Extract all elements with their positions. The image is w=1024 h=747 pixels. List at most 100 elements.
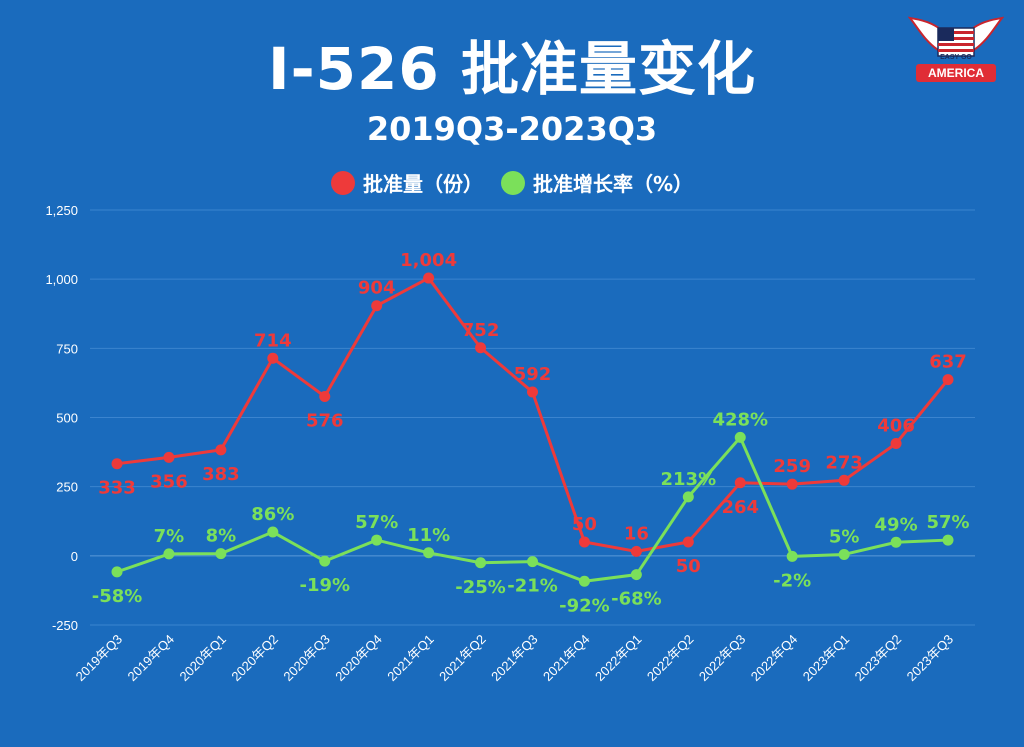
x-tick-label: 2022年Q4 <box>748 632 801 685</box>
growth-data-label: 7% <box>154 526 185 547</box>
brand-logo: EASY GO AMERICA <box>907 14 1005 84</box>
growth-data-label: -19% <box>299 575 350 596</box>
approvals-point <box>786 478 798 490</box>
approvals-data-label: 259 <box>773 456 811 477</box>
growth-point <box>682 491 694 503</box>
x-tick-label: 2020年Q4 <box>332 632 385 685</box>
y-tick-label: 250 <box>56 480 78 495</box>
x-tick-label: 2023年Q2 <box>852 632 905 685</box>
x-tick-label: 2020年Q2 <box>228 632 281 685</box>
approvals-point <box>527 386 538 398</box>
growth-data-label: 11% <box>407 525 450 546</box>
approvals-data-label: 637 <box>929 352 967 373</box>
approvals-point <box>630 545 642 557</box>
legend-growth-dot-icon <box>500 170 525 195</box>
approvals-data-label: 50 <box>572 514 597 535</box>
logo-text: AMERICA <box>916 64 996 82</box>
growth-point <box>423 547 435 559</box>
growth-data-label: 213% <box>661 469 717 490</box>
approvals-point <box>163 451 175 463</box>
growth-point <box>942 534 954 546</box>
chart-title: I-526 批准量变化 <box>268 35 756 103</box>
y-tick-label: 750 <box>56 341 78 356</box>
growth-data-label: -68% <box>611 589 662 610</box>
x-tick-label: 2023年Q3 <box>904 632 957 685</box>
growth-point <box>319 555 331 567</box>
x-tick-label: 2019年Q3 <box>73 632 126 685</box>
x-tick-label: 2022年Q1 <box>592 632 645 685</box>
approvals-data-label: 16 <box>624 523 649 544</box>
chart-subtitle: 2019Q3-2023Q3 <box>366 110 658 148</box>
approvals-point <box>423 272 435 284</box>
legend-approvals-label: 批准量（份） <box>362 172 483 196</box>
legend-approvals-dot-icon <box>330 170 355 195</box>
approvals-data-label: 273 <box>825 452 863 473</box>
growth-data-label: -2% <box>773 570 811 591</box>
y-tick-label: 500 <box>56 411 78 426</box>
approvals-point <box>734 477 746 489</box>
approvals-data-label: 904 <box>358 278 396 299</box>
growth-data-label: -58% <box>92 586 143 607</box>
growth-data-label: 86% <box>251 504 294 525</box>
approvals-point <box>682 536 694 548</box>
growth-point <box>475 557 487 569</box>
approvals-point <box>942 374 954 386</box>
approvals-data-label: 264 <box>721 497 759 518</box>
growth-data-label: 57% <box>355 512 398 533</box>
growth-data-label: -92% <box>559 595 610 616</box>
legend-growth-label: 批准增长率（%） <box>532 172 694 196</box>
approvals-data-label: 356 <box>150 471 188 492</box>
growth-data-label: 5% <box>829 526 860 547</box>
approvals-point <box>371 300 383 312</box>
legend-item-approvals[interactable]: 批准量（份） <box>330 168 483 197</box>
growth-data-label: 428% <box>712 409 768 430</box>
x-tick-label: 2022年Q3 <box>696 632 749 685</box>
y-tick-label: 1,000 <box>45 272 78 287</box>
approvals-point <box>111 458 123 470</box>
growth-data-label: 57% <box>926 512 969 533</box>
x-tick-label: 2019年Q4 <box>125 632 178 685</box>
approvals-point <box>578 536 590 548</box>
growth-data-label: 8% <box>206 526 237 547</box>
growth-point <box>786 550 798 562</box>
x-tick-label: 2020年Q3 <box>280 632 333 685</box>
growth-point <box>890 536 902 548</box>
legend: 批准量（份） 批准增长率（%） <box>0 168 1024 197</box>
growth-point <box>527 556 538 568</box>
growth-point <box>111 566 123 578</box>
approvals-point <box>475 342 487 354</box>
y-tick-label: 1,250 <box>45 203 78 218</box>
growth-point <box>734 431 746 443</box>
approvals-data-label: 406 <box>877 416 915 437</box>
x-tick-label: 2021年Q1 <box>384 632 437 685</box>
approvals-point <box>215 444 227 456</box>
x-tick-label: 2021年Q4 <box>540 632 593 685</box>
approvals-point <box>838 474 850 486</box>
x-tick-label: 2022年Q2 <box>644 632 697 685</box>
approvals-data-label: 592 <box>514 364 552 385</box>
growth-point <box>578 575 590 587</box>
logo-small-text: EASY GO <box>940 54 972 61</box>
approvals-point <box>890 438 902 450</box>
y-tick-label: 0 <box>71 549 78 564</box>
approvals-point <box>319 390 331 402</box>
growth-point <box>838 548 850 560</box>
x-tick-label: 2020年Q1 <box>176 632 229 685</box>
growth-data-label: -25% <box>455 577 506 598</box>
growth-point <box>267 526 279 538</box>
growth-point <box>163 548 175 560</box>
approvals-data-label: 714 <box>254 330 292 351</box>
eagle-wings-icon <box>907 16 1005 57</box>
y-tick-label: -250 <box>52 618 78 633</box>
growth-data-label: 49% <box>875 514 918 535</box>
approvals-data-label: 1,004 <box>400 250 457 271</box>
approvals-data-label: 383 <box>202 464 240 485</box>
approvals-data-label: 50 <box>676 556 701 577</box>
approvals-data-label: 333 <box>98 478 136 499</box>
approvals-data-label: 752 <box>462 320 500 341</box>
approvals-point <box>267 352 279 364</box>
growth-point <box>371 534 383 546</box>
growth-point <box>215 548 227 560</box>
legend-item-growth[interactable]: 批准增长率（%） <box>500 168 694 197</box>
x-tick-label: 2021年Q2 <box>436 632 489 685</box>
